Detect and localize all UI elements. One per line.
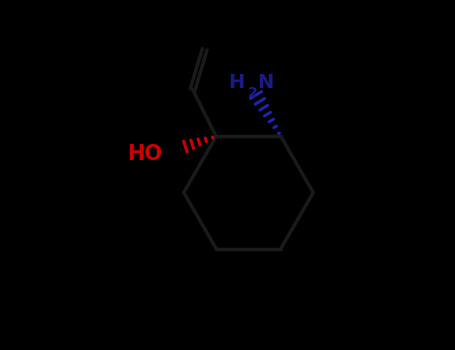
Text: H: H — [228, 73, 244, 92]
Text: 2: 2 — [248, 86, 258, 100]
Text: HO: HO — [127, 144, 162, 164]
Text: N: N — [257, 73, 273, 92]
